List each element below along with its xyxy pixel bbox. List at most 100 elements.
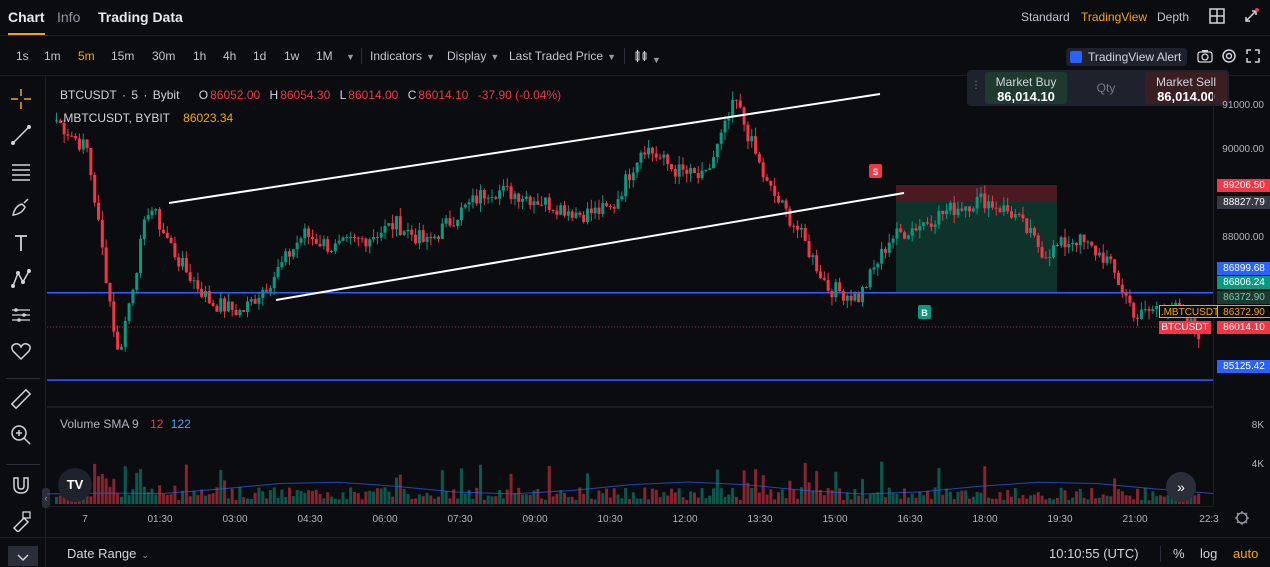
volume-bar [750, 487, 754, 504]
settings-icon[interactable] [1220, 48, 1238, 66]
display-button[interactable]: Display ▼ [447, 49, 499, 63]
volume-bar [104, 478, 108, 504]
volume-bar [341, 492, 345, 504]
volume-bar [391, 496, 395, 504]
volume-bar [150, 488, 154, 504]
lock-drawing-icon[interactable] [8, 510, 34, 536]
tab-trading-data[interactable]: Trading Data [98, 9, 183, 25]
tradingview-logo[interactable]: TV [58, 468, 92, 502]
candle-body [624, 174, 628, 197]
candle-body [303, 228, 307, 239]
fullscreen-expand-icon[interactable] [1244, 48, 1262, 66]
volume-bar [887, 487, 891, 504]
tab-info[interactable]: Info [57, 9, 81, 25]
volume-bar [249, 498, 253, 504]
candle-body [1048, 257, 1052, 259]
candle-body [597, 207, 601, 214]
collapse-tools-icon[interactable] [8, 546, 38, 566]
candle-body [792, 225, 796, 227]
mode-depth[interactable]: Depth [1157, 10, 1190, 24]
qty-input[interactable]: Qty [1096, 81, 1116, 95]
volume-bar [303, 492, 307, 504]
candle-body [100, 219, 104, 248]
percent-toggle[interactable]: % [1173, 546, 1185, 561]
timeframe-1s[interactable]: 1s [16, 49, 29, 63]
camera-icon[interactable] [1196, 48, 1214, 66]
candle-body [532, 201, 536, 206]
volume-bar [700, 488, 704, 504]
price-type-button[interactable]: Last Traded Price ▼ [509, 49, 616, 63]
candle-body [750, 136, 754, 142]
mode-standard[interactable]: Standard [1021, 10, 1070, 24]
candle-body [925, 222, 929, 224]
volume-bar [505, 489, 509, 504]
scroll-to-realtime-button[interactable]: » [1166, 472, 1196, 502]
text-tool-icon[interactable] [8, 232, 34, 258]
timeframe-15m[interactable]: 15m [111, 49, 135, 63]
horizontal-lines-icon[interactable] [8, 160, 34, 186]
brush-icon[interactable] [8, 196, 34, 222]
timeframe-1h[interactable]: 1h [193, 49, 207, 63]
timeframe-30m[interactable]: 30m [152, 49, 176, 63]
mode-tradingview[interactable]: TradingView [1081, 10, 1148, 24]
date-range-button[interactable]: Date Range ⌄ [67, 546, 149, 561]
candle-body [1086, 241, 1090, 243]
volume-bar [547, 466, 551, 504]
time-axis[interactable]: 7 01:30 03:00 04:30 06:00 07:30 09:00 10:30 12:0… [47, 506, 1219, 532]
trend-line-icon[interactable] [8, 124, 34, 150]
candle-body [55, 120, 58, 122]
timeframe-5m[interactable]: 5m [78, 49, 95, 63]
layout-grid-icon[interactable] [1208, 8, 1226, 26]
candle-body [1029, 228, 1033, 233]
auto-toggle[interactable]: auto [1233, 546, 1259, 561]
candle-body [906, 235, 910, 239]
candle-body [987, 201, 991, 209]
tab-chart[interactable]: Chart [8, 9, 45, 35]
candle-body [1090, 241, 1094, 246]
crosshair-icon[interactable] [8, 88, 34, 114]
candle-body [692, 167, 696, 174]
pattern-icon[interactable] [8, 268, 34, 294]
candle-body [230, 301, 234, 310]
candle-body [1132, 302, 1136, 318]
timeframe-dropdown-icon[interactable]: ▼ [346, 52, 355, 62]
timeframe-1w[interactable]: 1w [284, 49, 300, 63]
candle-body [391, 223, 395, 230]
volume-bar [1086, 499, 1090, 504]
fullscreen-icon[interactable] [1242, 8, 1260, 26]
magnet-icon[interactable] [8, 474, 34, 500]
drag-handle-icon[interactable]: ⋮ [971, 80, 981, 91]
candle-body [1078, 234, 1082, 246]
zoom-in-icon[interactable] [8, 424, 34, 450]
candle-body [631, 172, 635, 181]
forecast-icon[interactable] [8, 304, 34, 330]
candle-body [97, 202, 101, 220]
candle-body [643, 152, 647, 155]
heart-icon[interactable] [8, 340, 34, 366]
clock[interactable]: 10:10:55 (UTC) [1049, 546, 1139, 561]
volume-bar [719, 488, 723, 504]
log-toggle[interactable]: log [1200, 546, 1218, 561]
market-buy-button[interactable]: Market Buy 86,014.10 [985, 72, 1067, 104]
chart-type-button[interactable]: ▼ [634, 49, 661, 66]
candle-body [337, 240, 341, 244]
candle-body [681, 164, 685, 170]
timeframe-1d[interactable]: 1d [253, 49, 267, 63]
candle-body [1013, 214, 1017, 218]
volume-bar [899, 498, 903, 504]
tradingview-alert-button[interactable]: TradingView Alert [1066, 48, 1188, 66]
candle-body [414, 234, 418, 244]
volume-bar [398, 474, 402, 504]
timeframe-1m[interactable]: 1m [44, 49, 61, 63]
collapse-sidebar-button[interactable]: ‹ [42, 488, 50, 508]
timeframe-1M[interactable]: 1M [316, 49, 333, 63]
candle-body [467, 202, 471, 205]
price-axis[interactable]: 91000.00 90000.00 88000.00 8K 4K 89206.5… [1159, 76, 1270, 506]
timeframe-4h[interactable]: 4h [223, 49, 237, 63]
indicators-button[interactable]: Indicators ▼ [370, 49, 435, 63]
axis-settings-icon[interactable] [1234, 510, 1250, 531]
ruler-icon[interactable] [8, 388, 34, 414]
volume-bar [811, 490, 815, 504]
candle-body [945, 210, 949, 215]
